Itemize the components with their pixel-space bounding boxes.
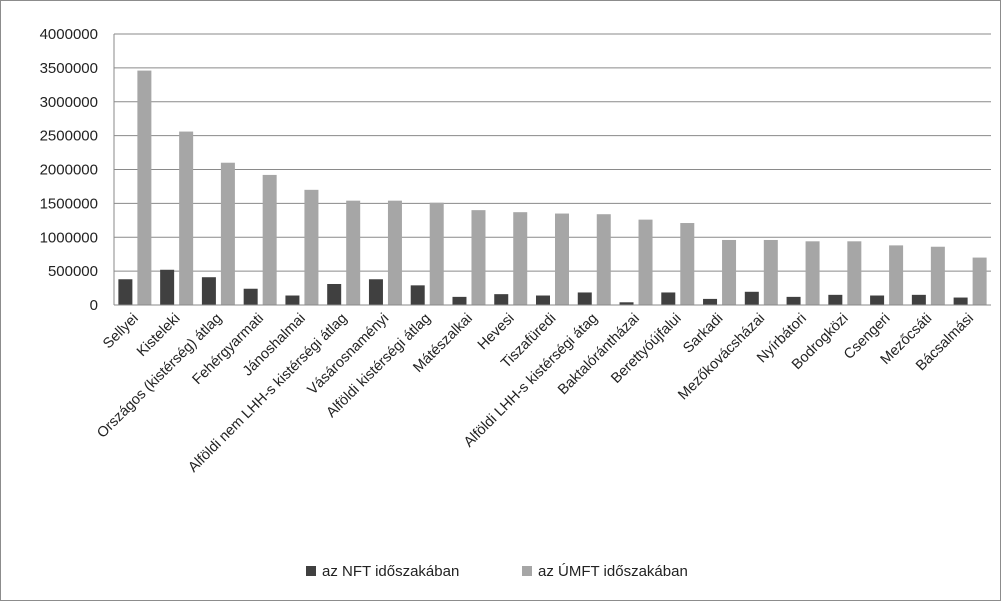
bar-umft: [429, 202, 444, 305]
bar-nft: [953, 297, 968, 305]
bar-umft: [680, 223, 695, 305]
bar-umft: [262, 174, 277, 305]
bar-nft: [911, 294, 926, 305]
bar-nft: [870, 295, 885, 305]
gridlines: [114, 33, 991, 272]
bar-umft: [220, 162, 235, 305]
bar-umft: [930, 246, 945, 305]
bar-nft: [828, 294, 843, 305]
y-tick-label: 2000000: [40, 162, 98, 179]
y-tick-label: 4000000: [40, 26, 98, 43]
bar-nft: [368, 279, 383, 305]
y-tick-label: 3500000: [40, 60, 98, 77]
bar-nft: [243, 288, 258, 305]
bar-umft: [972, 257, 987, 305]
bar-nft: [452, 296, 467, 305]
bar-umft: [763, 239, 778, 305]
bar-nft: [201, 277, 216, 305]
bar-nft: [410, 285, 425, 305]
bar-umft: [805, 241, 820, 305]
y-tick-label: 0: [90, 297, 98, 314]
bar-umft: [847, 241, 862, 305]
legend-swatch: [306, 566, 316, 576]
bar-nft: [619, 302, 634, 305]
bar-umft: [555, 213, 569, 305]
bar-nft: [786, 296, 801, 305]
y-tick-label: 500000: [48, 263, 98, 280]
bar-umft: [889, 245, 904, 305]
bar-umft: [346, 200, 361, 305]
legend-label: az NFT időszakában: [322, 563, 459, 580]
y-tick-label: 2500000: [40, 128, 98, 145]
bar-nft: [536, 295, 550, 305]
bar-umft: [471, 210, 486, 305]
bar-nft: [744, 291, 759, 305]
bars: [118, 70, 987, 306]
bar-umft: [304, 189, 319, 305]
bar-umft: [387, 200, 402, 305]
bar-nft: [494, 294, 509, 305]
bar-nft: [160, 269, 175, 305]
bar-umft: [513, 212, 528, 305]
legend-label: az ÚMFT időszakában: [538, 563, 688, 580]
bar-nft: [285, 295, 300, 305]
y-axis: 0 500000 1000000 1500000 2000000 2500000 30000…: [40, 26, 115, 314]
y-tick-label: 3000000: [40, 94, 98, 111]
bar-umft: [722, 239, 737, 305]
bar-nft: [327, 283, 342, 305]
bar-umft: [137, 70, 152, 306]
bar-nft: [661, 292, 676, 305]
legend: az NFT időszakában az ÚMFT időszakában: [306, 563, 688, 580]
y-tick-label: 1500000: [40, 195, 98, 212]
bar-umft: [596, 214, 611, 305]
bar-umft: [638, 219, 653, 305]
bar-nft: [118, 279, 133, 305]
bar-nft: [703, 298, 718, 305]
bar-umft: [179, 131, 194, 305]
legend-swatch: [522, 566, 532, 576]
bar-nft: [577, 292, 592, 305]
y-tick-label: 1000000: [40, 229, 98, 246]
